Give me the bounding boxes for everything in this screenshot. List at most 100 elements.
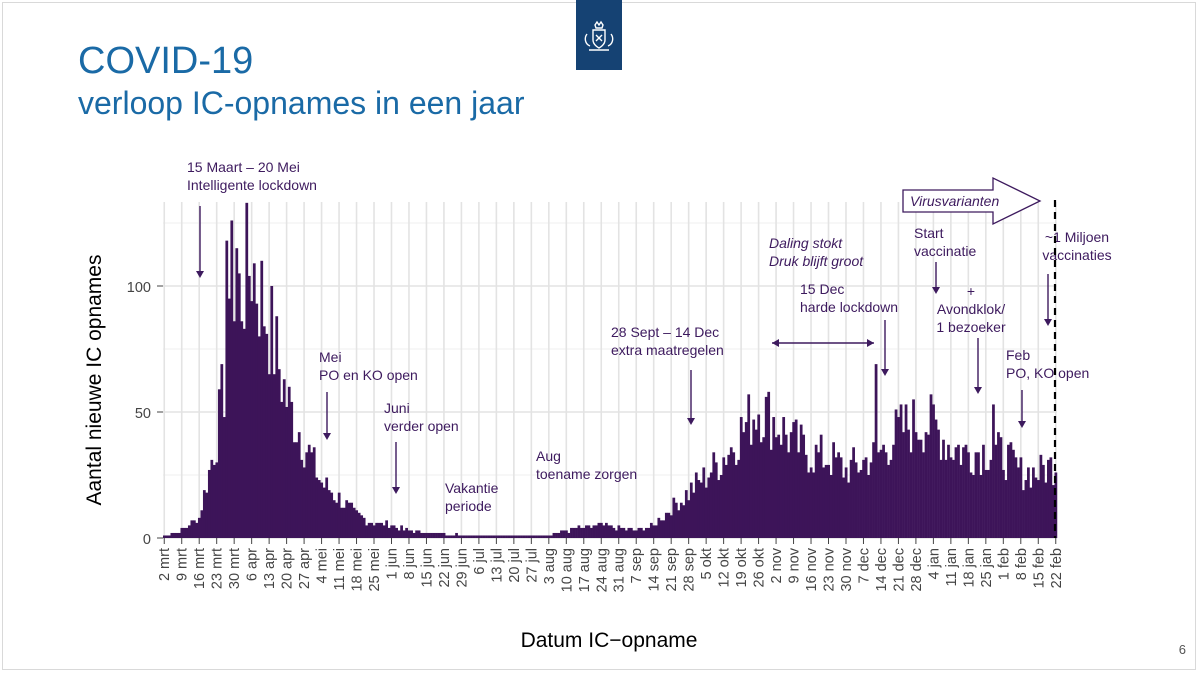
daily-bar bbox=[527, 535, 531, 538]
daily-bar bbox=[619, 527, 623, 538]
y-axis-title: Aantal nieuwe IC opnames bbox=[83, 255, 106, 506]
annotation-label: Intelligente lockdown bbox=[187, 177, 317, 193]
daily-bar bbox=[500, 535, 503, 538]
daily-bar bbox=[839, 457, 843, 538]
daily-bar bbox=[442, 532, 446, 538]
x-tick-label: 1 jun bbox=[385, 548, 401, 579]
daily-bar bbox=[914, 432, 918, 538]
daily-bar bbox=[697, 480, 701, 538]
annotation-label: Vakantie bbox=[445, 480, 499, 496]
daily-bar bbox=[754, 429, 758, 538]
daily-bar bbox=[487, 535, 491, 538]
daily-bar bbox=[250, 301, 254, 538]
daily-bar bbox=[277, 369, 281, 538]
daily-bar bbox=[195, 522, 199, 538]
daily-bar bbox=[809, 467, 813, 538]
daily-bar bbox=[837, 452, 840, 538]
daily-bar bbox=[590, 527, 593, 538]
daily-bar bbox=[547, 535, 551, 538]
daily-bar bbox=[575, 527, 578, 538]
daily-bar bbox=[987, 469, 990, 538]
x-tick-label: 6 jul bbox=[472, 548, 488, 575]
daily-bar bbox=[492, 535, 496, 538]
daily-bar bbox=[629, 527, 633, 538]
daily-bar bbox=[545, 535, 548, 538]
x-tick-label: 22 feb bbox=[1049, 548, 1065, 588]
daily-bar bbox=[977, 452, 980, 538]
x-tick-label: 23 mrt bbox=[210, 548, 226, 589]
daily-bar bbox=[205, 492, 209, 538]
daily-bar bbox=[452, 535, 456, 538]
daily-bar bbox=[909, 452, 913, 538]
daily-bar bbox=[217, 389, 221, 538]
arrow-head bbox=[392, 487, 400, 494]
daily-bar bbox=[435, 532, 438, 538]
daily-bar bbox=[729, 447, 733, 538]
daily-bar bbox=[652, 525, 656, 538]
daily-bar bbox=[282, 379, 286, 538]
daily-bar bbox=[962, 447, 965, 538]
daily-bar bbox=[794, 419, 798, 538]
daily-bar bbox=[447, 535, 451, 538]
daily-bar bbox=[654, 525, 658, 538]
daily-bar bbox=[367, 522, 371, 538]
x-tick-label: 21 sep bbox=[664, 548, 680, 592]
x-tick-label: 9 mrt bbox=[175, 548, 191, 581]
x-tick-label: 28 dec bbox=[909, 548, 925, 592]
daily-bar bbox=[639, 527, 643, 538]
daily-bar bbox=[355, 510, 359, 538]
daily-bar bbox=[947, 444, 950, 538]
daily-bar bbox=[295, 442, 299, 538]
daily-bar bbox=[177, 532, 181, 538]
daily-bar bbox=[972, 475, 975, 538]
daily-bar bbox=[322, 487, 326, 538]
daily-bar bbox=[167, 535, 171, 538]
slide-subtitle: verloop IC-opnames in een jaar bbox=[78, 85, 525, 121]
daily-bar bbox=[542, 535, 546, 538]
daily-bar bbox=[377, 522, 381, 538]
daily-bar bbox=[864, 457, 868, 538]
daily-bar bbox=[230, 220, 234, 539]
x-tick-label: 11 jan bbox=[944, 548, 960, 586]
annotation-arrows bbox=[196, 176, 1052, 494]
daily-bar bbox=[954, 447, 958, 538]
x-tick-label: 31 aug bbox=[612, 548, 628, 592]
daily-bar bbox=[200, 510, 204, 538]
daily-bar bbox=[672, 497, 676, 538]
daily-bar bbox=[517, 535, 521, 538]
daily-bar bbox=[380, 522, 384, 538]
arrow-head bbox=[687, 418, 695, 425]
x-tick-label: 2 mrt bbox=[157, 548, 173, 581]
daily-bar bbox=[689, 482, 693, 538]
x-tick-label: 4 mei bbox=[315, 548, 331, 583]
daily-bar bbox=[207, 469, 211, 538]
daily-bar bbox=[867, 475, 870, 538]
x-tick-label: 18 jan bbox=[961, 548, 977, 588]
daily-bar bbox=[669, 515, 673, 538]
daily-bar bbox=[385, 520, 388, 538]
daily-bar bbox=[432, 532, 436, 538]
daily-bar bbox=[257, 336, 261, 538]
daily-bar bbox=[622, 527, 626, 538]
daily-bar bbox=[614, 530, 618, 538]
daily-bar bbox=[874, 364, 878, 538]
daily-bar bbox=[894, 409, 898, 538]
annotation-label: vaccinaties bbox=[1042, 247, 1111, 263]
page-number: 6 bbox=[1178, 642, 1186, 657]
daily-bar bbox=[232, 321, 236, 538]
daily-bar bbox=[530, 535, 533, 538]
annotation-label: Virusvarianten bbox=[910, 193, 999, 209]
x-tick-label: 7 dec bbox=[857, 548, 873, 583]
daily-bar bbox=[240, 321, 244, 538]
daily-bar bbox=[934, 419, 938, 538]
daily-bar bbox=[387, 527, 391, 538]
daily-bar bbox=[897, 417, 900, 538]
daily-bar bbox=[190, 520, 194, 538]
daily-bar bbox=[457, 535, 461, 538]
daily-bar bbox=[262, 326, 266, 538]
daily-bar bbox=[357, 512, 361, 538]
daily-bar bbox=[734, 464, 738, 538]
daily-bar bbox=[749, 444, 753, 538]
daily-bar bbox=[854, 462, 858, 538]
daily-bar bbox=[712, 452, 716, 538]
